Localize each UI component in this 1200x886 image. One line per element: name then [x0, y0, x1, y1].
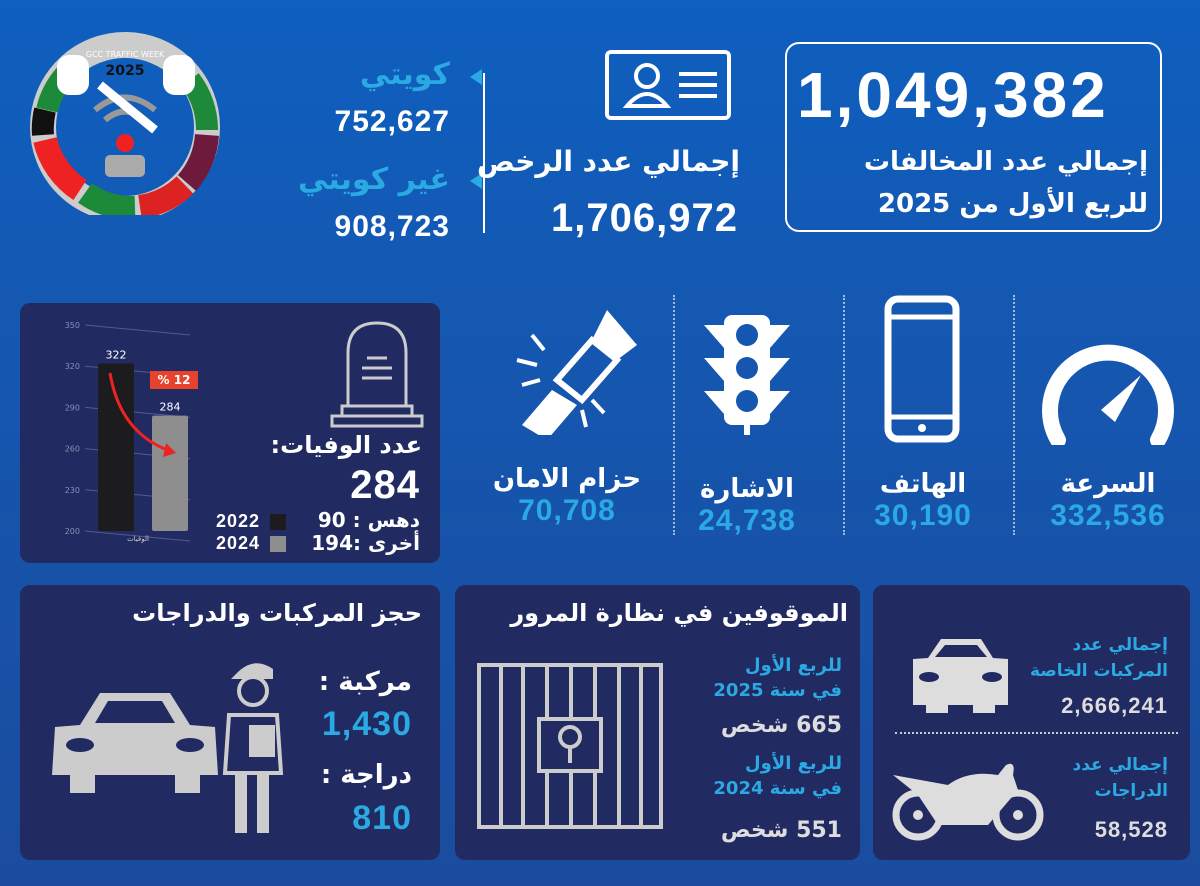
- y-tick-label: 260: [65, 445, 80, 454]
- police-officer-icon: [222, 663, 284, 833]
- legend-2022: 2022: [216, 511, 287, 532]
- y-tick-label: 230: [65, 486, 80, 495]
- divider: [843, 295, 845, 535]
- deaths-runover: دهس : 90: [317, 508, 420, 532]
- gridline: [84, 324, 191, 336]
- vehicle-label: مركبة :: [318, 667, 412, 697]
- id-card-icon: [605, 50, 731, 120]
- violations-box: 1,049,382 إجمالي عدد المخالفات للربع الأ…: [785, 42, 1162, 232]
- y-tick-label: 290: [65, 403, 80, 412]
- category-value: 332,536: [1050, 499, 1166, 532]
- y-tick-label: 320: [65, 362, 80, 371]
- detention-title: الموقوفين في نظارة المرور: [510, 599, 848, 627]
- category-value: 70,708: [518, 494, 616, 527]
- jail-bars-icon: [477, 663, 663, 829]
- deaths-panel: 200 230 260 290 320 350 322 284 الوفيات % 12 عدد …: [20, 303, 440, 563]
- period-2024-line1: للربع الأول: [744, 753, 842, 774]
- pointer-icon: [470, 173, 482, 189]
- deaths-total: 284: [350, 463, 420, 507]
- violations-label: إجمالي عدد المخالفات: [863, 147, 1148, 177]
- detained-2025: 665 شخص: [720, 713, 842, 738]
- tombstone-icon: [330, 318, 425, 432]
- category-signal: الاشارة 24,738: [662, 310, 832, 538]
- deaths-label: عدد الوفيات:: [270, 431, 422, 459]
- violations-total: 1,049,382: [797, 59, 1109, 131]
- category-speed: السرعة 332,536: [1023, 330, 1193, 533]
- gridline: [84, 530, 191, 542]
- seatbelt-icon: [516, 310, 637, 440]
- deaths-chart: 200 230 260 290 320 350 322 284 الوفيات % 12: [65, 321, 198, 543]
- category-value: 30,190: [874, 499, 972, 532]
- vehicles-panel: إجمالي عدد المركبات الخاصة 2,666,241 إجم…: [873, 585, 1190, 860]
- speedometer-icon: [1042, 344, 1174, 448]
- timeline-line: [483, 73, 485, 233]
- category-phone: الهاتف 30,190: [838, 295, 1008, 533]
- bar-2022: [98, 363, 134, 531]
- licenses-total-value: 1,706,972: [551, 196, 738, 240]
- legend-swatch: [270, 535, 287, 552]
- violations-period: للربع الأول من 2025: [877, 189, 1148, 219]
- detention-panel: الموقوفين في نظارة المرور للربع الأول في…: [455, 585, 860, 860]
- category-label: حزام الامان: [492, 464, 642, 494]
- data-label: 284: [160, 401, 181, 414]
- svg-text:GCC TRAFFIC WEEK: GCC TRAFFIC WEEK: [86, 50, 165, 59]
- period-2025-line2: في سنة 2025: [713, 680, 842, 701]
- category-label: السرعة: [1060, 469, 1156, 499]
- legend-swatch: [270, 513, 287, 530]
- category-seatbelt: حزام الامان 70,708: [482, 305, 652, 528]
- bikes-label-2: الدراجات: [1094, 781, 1168, 801]
- category-value: 24,738: [698, 504, 796, 537]
- decrease-arrow: [108, 372, 171, 453]
- data-label: 322: [106, 348, 127, 361]
- y-tick-label: 350: [65, 321, 80, 330]
- period-2024-line2: في سنة 2024: [713, 778, 842, 799]
- legend-label: 2022: [216, 511, 261, 531]
- phone-icon: [884, 295, 960, 443]
- legend-2024: 2024: [216, 533, 287, 554]
- bike-value: 810: [352, 799, 412, 837]
- gcc-traffic-week-logo: 2025 GCC TRAFFIC WEEK: [25, 15, 225, 222]
- non-kuwaiti-label: غير كويتي: [298, 162, 450, 197]
- car-icon: [52, 693, 218, 793]
- car-front-icon: [913, 639, 1008, 713]
- seizure-panel: حجز المركبات والدراجات مركبة : 1,430 درا…: [20, 585, 440, 860]
- y-tick-label: 200: [65, 527, 80, 536]
- vehicle-value: 1,430: [321, 705, 412, 743]
- cars-label-2: المركبات الخاصة: [1030, 661, 1168, 681]
- category-label: الهاتف: [879, 469, 967, 499]
- dotted-divider: [895, 732, 1178, 734]
- license-split: كويتي 752,627 غير كويتي 908,723: [290, 55, 490, 243]
- legend-label: 2024: [216, 533, 261, 553]
- traffic-light-icon: [704, 315, 790, 435]
- change-badge-text: % 12: [158, 373, 191, 387]
- divider: [673, 295, 675, 535]
- non-kuwaiti-value: 908,723: [334, 210, 450, 243]
- bikes-value: 58,528: [1094, 817, 1168, 842]
- detained-2024: 551 شخص: [720, 818, 842, 843]
- x-axis-label: الوفيات: [127, 535, 149, 543]
- deaths-other: أخرى :194: [311, 531, 420, 555]
- arrow-head-icon: [163, 443, 176, 457]
- period-2025-line1: للربع الأول: [744, 655, 842, 676]
- change-badge: [150, 371, 198, 389]
- motorcycle-icon: [892, 763, 1044, 841]
- svg-text:2025: 2025: [106, 63, 145, 79]
- seizure-title: حجز المركبات والدراجات: [132, 599, 422, 627]
- category-label: الاشارة: [700, 474, 794, 504]
- pointer-icon: [470, 69, 482, 85]
- kuwaiti-label: كويتي: [359, 57, 450, 92]
- bar-2024: [152, 415, 188, 531]
- bike-label: دراجة :: [320, 760, 412, 790]
- kuwaiti-value: 752,627: [334, 105, 450, 138]
- cars-label-1: إجمالي عدد: [1072, 635, 1168, 655]
- divider: [1013, 295, 1015, 535]
- cars-value: 2,666,241: [1061, 693, 1168, 718]
- bikes-label-1: إجمالي عدد: [1072, 755, 1168, 775]
- licenses-total-label: إجمالي عدد الرخص: [477, 145, 740, 178]
